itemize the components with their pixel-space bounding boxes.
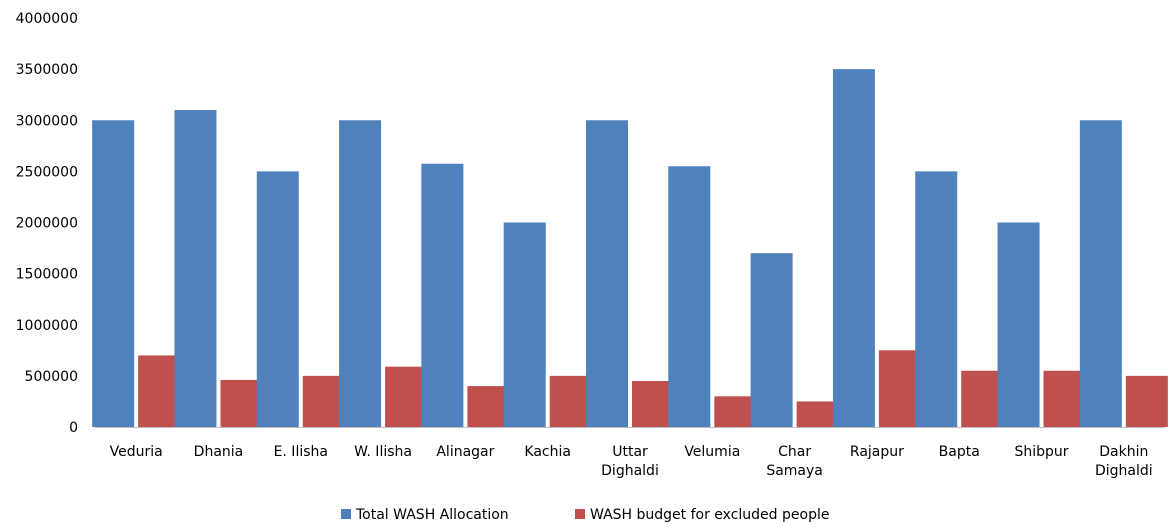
x-tick-label: Alinagar	[436, 444, 494, 460]
bar-total-wash-allocation	[421, 163, 464, 428]
legend-swatch	[341, 509, 351, 519]
bar-wash-budget-excluded	[302, 375, 345, 427]
bar-wash-budget-excluded	[632, 380, 674, 427]
x-tick-label-line: E. Ilisha	[274, 444, 328, 460]
legend: Total WASH Allocation WASH budget for exc…	[341, 507, 829, 523]
legend-label: WASH budget for excluded people	[590, 507, 829, 523]
x-tick-label: Rajapur	[850, 444, 904, 460]
bar-total-wash-allocation	[668, 166, 711, 427]
legend-swatch	[575, 509, 585, 519]
x-tick-label-line: Shibpur	[1015, 444, 1069, 460]
y-tick-label: 0	[69, 420, 78, 436]
x-tick-label: Veduria	[110, 444, 163, 460]
y-tick-label: 3500000	[16, 62, 78, 78]
bar-total-wash-allocation	[1079, 120, 1122, 427]
x-tick-label-line: Samaya	[766, 463, 823, 479]
x-tick-label-line: Bapta	[939, 444, 980, 460]
bar-wash-budget-excluded	[1043, 370, 1086, 427]
x-tick-label-line: Char	[778, 444, 811, 460]
bar-total-wash-allocation	[339, 120, 382, 427]
x-tick-label: Dhania	[194, 444, 244, 460]
x-tick-label: Uttar Dighaldi	[601, 444, 659, 479]
bar-wash-budget-excluded	[385, 366, 428, 427]
x-tick-label-line: Alinagar	[436, 444, 494, 460]
y-tick-label: 4000000	[16, 11, 78, 27]
x-axis-ticks: Veduria Dhania E. Ilisha W. Ilisha Alinagar K…	[110, 444, 1153, 479]
y-tick-label: 1500000	[16, 267, 78, 283]
x-tick-label: W. Ilisha	[354, 444, 412, 460]
bar-wash-budget-excluded	[961, 370, 1004, 427]
x-tick-label: Dakhin Dighaldi	[1095, 444, 1153, 479]
bar-wash-budget-excluded	[1125, 375, 1168, 427]
legend-label: Total WASH Allocation	[355, 507, 509, 523]
bars	[92, 69, 1168, 428]
x-tick-label-line: Dighaldi	[1095, 463, 1153, 479]
bar-total-wash-allocation	[92, 120, 135, 427]
x-tick-label: Bapta	[939, 444, 980, 460]
x-tick-label: E. Ilisha	[274, 444, 328, 460]
x-tick-label-line: W. Ilisha	[354, 444, 412, 460]
bar-total-wash-allocation	[997, 222, 1040, 427]
bar-wash-budget-excluded	[220, 379, 263, 427]
y-tick-label: 2500000	[16, 164, 78, 180]
bar-total-wash-allocation	[174, 110, 217, 428]
x-tick-label-line: Velumia	[684, 444, 740, 460]
bar-wash-budget-excluded	[878, 350, 921, 427]
y-axis-ticks: 0 500000 1000000 1500000 2000000 2500000 30000…	[16, 11, 78, 436]
x-tick-label-line: Dakhin	[1099, 444, 1148, 460]
x-tick-label: Velumia	[684, 444, 740, 460]
y-tick-label: 2000000	[16, 216, 78, 232]
bar-total-wash-allocation	[503, 222, 546, 427]
bar-wash-budget-excluded	[138, 355, 181, 427]
bar-total-wash-allocation	[832, 69, 875, 427]
y-tick-label: 500000	[25, 369, 78, 385]
y-tick-label: 1000000	[16, 318, 78, 334]
bar-wash-budget-excluded	[796, 401, 839, 427]
x-tick-label-line: Dhania	[194, 444, 244, 460]
x-tick-label-line: Dighaldi	[601, 463, 659, 479]
x-tick-label-line: Uttar	[612, 444, 648, 460]
bar-wash-budget-excluded	[467, 386, 510, 427]
bar-total-wash-allocation	[915, 171, 958, 427]
bar-wash-budget-excluded	[549, 375, 592, 427]
bar-wash-budget-excluded	[714, 396, 757, 427]
x-tick-label-line: Kachia	[524, 444, 571, 460]
bar-total-wash-allocation	[586, 120, 628, 427]
x-tick-label-line: Veduria	[110, 444, 163, 460]
x-tick-label-line: Rajapur	[850, 444, 904, 460]
x-tick-label: Char Samaya	[766, 444, 823, 479]
y-tick-label: 3000000	[16, 113, 78, 129]
bar-total-wash-allocation	[256, 171, 299, 427]
x-tick-label: Kachia	[524, 444, 571, 460]
bar-total-wash-allocation	[750, 253, 793, 427]
x-tick-label: Shibpur	[1015, 444, 1069, 460]
